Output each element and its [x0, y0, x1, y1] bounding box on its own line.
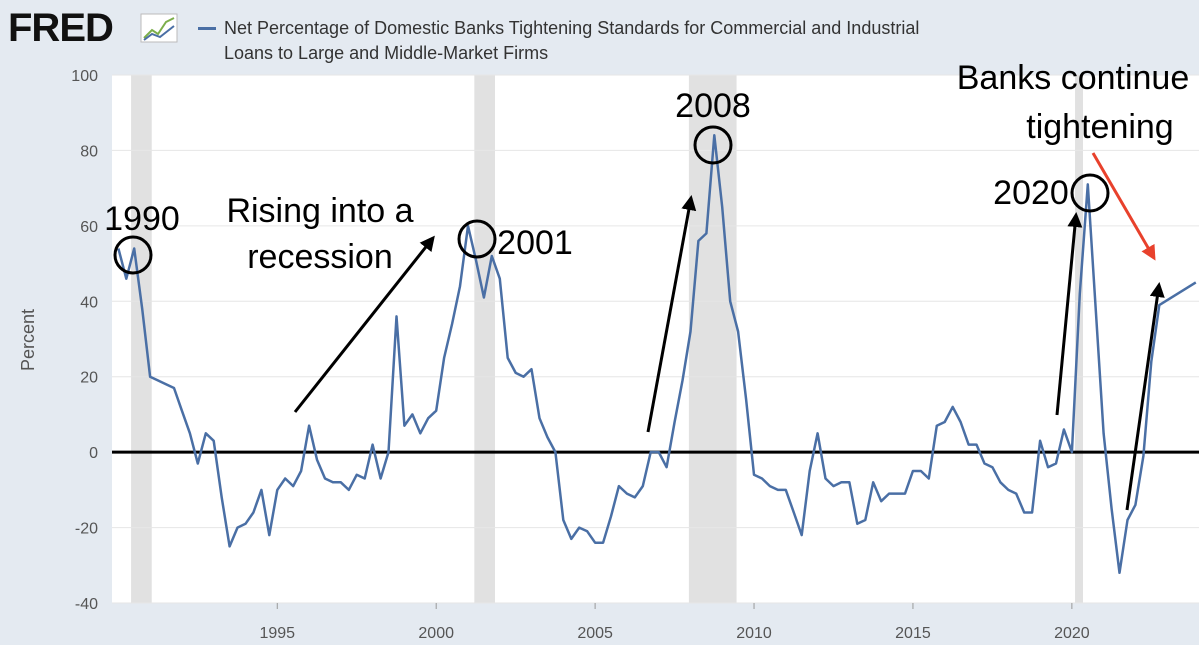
logo-icon [140, 13, 178, 43]
annotation: Banks continue [957, 59, 1190, 97]
annotation: tightening [1026, 108, 1173, 146]
legend-key [198, 27, 216, 30]
legend: Net Percentage of Domestic Banks Tighten… [198, 16, 964, 66]
legend-label: Net Percentage of Domestic Banks Tighten… [224, 18, 920, 63]
y-tick-label: 80 [80, 143, 98, 160]
x-tick-label: 2020 [1054, 625, 1090, 642]
annotation: Rising into a [226, 192, 413, 230]
annotation: 2020 [993, 174, 1069, 212]
y-tick-label: -40 [75, 596, 98, 613]
recession-band [1075, 75, 1083, 603]
brand-logo: FRED [8, 6, 114, 50]
y-tick-label: -20 [75, 521, 98, 538]
y-tick-label: 20 [80, 370, 98, 387]
data-line [117, 134, 1197, 575]
y-tick-label: 100 [71, 68, 98, 85]
annotation: 2001 [497, 224, 573, 262]
x-tick-label: 2010 [736, 625, 772, 642]
y-tick-label: 0 [89, 445, 98, 462]
plot-area [112, 75, 1199, 603]
recession-band [131, 75, 152, 603]
y-tick-label: 60 [80, 219, 98, 236]
annotation-shapes [113, 125, 1165, 511]
x-tick-label: 2005 [577, 625, 613, 642]
annotation: 2008 [675, 87, 751, 125]
x-tick-label: 2015 [895, 625, 931, 642]
annotation: 1990 [104, 200, 180, 238]
recession-band [474, 75, 495, 603]
y-axis-label: Percent [18, 309, 38, 371]
x-tick-label: 1995 [259, 625, 295, 642]
y-tick-label: 40 [80, 294, 98, 311]
x-tick-label: 2000 [418, 625, 454, 642]
annotation: recession [247, 238, 393, 276]
